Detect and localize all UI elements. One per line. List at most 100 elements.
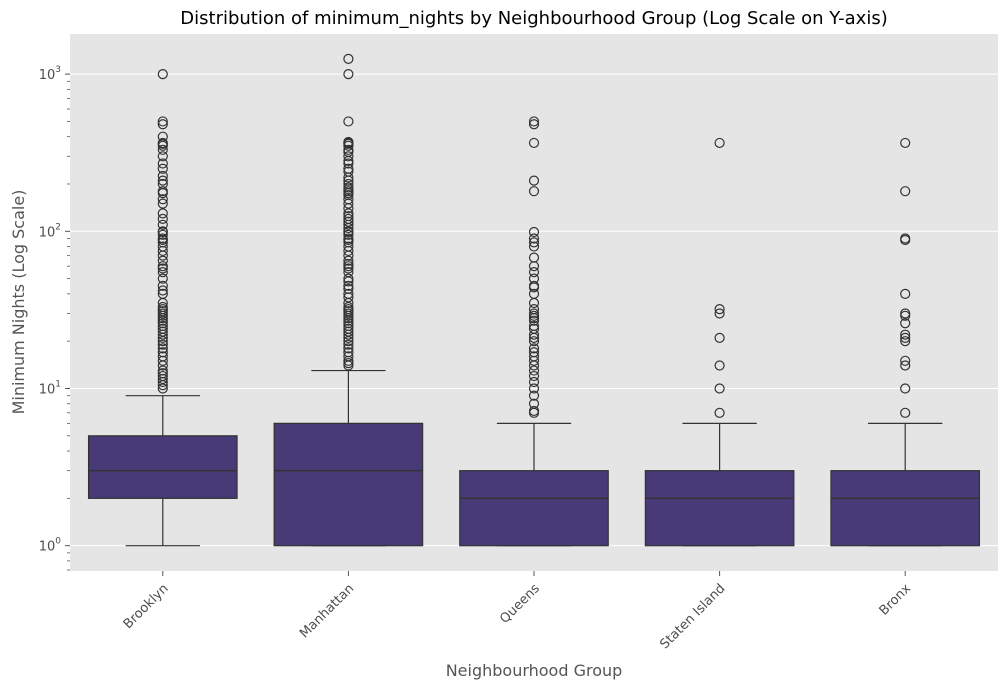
outlier-point	[528, 405, 540, 417]
outlier-point	[157, 368, 168, 379]
outlier-point	[343, 210, 354, 222]
outlier-point	[157, 116, 168, 127]
outlier-point	[528, 351, 540, 362]
outlier-point	[157, 241, 168, 252]
y-tick-exponent: 0	[55, 537, 61, 547]
y-tick-base: 10	[39, 225, 56, 240]
outlier-point	[900, 233, 911, 244]
outlier-point	[343, 182, 354, 193]
box-iqr	[273, 422, 424, 547]
outlier-point	[343, 166, 354, 177]
outlier-point	[343, 318, 354, 329]
outlier-point	[528, 267, 540, 278]
box-iqr	[644, 470, 795, 547]
y-tick-label: 101	[39, 379, 61, 397]
y-tick-exponent: 1	[55, 379, 61, 389]
outlier-point	[157, 373, 168, 385]
outlier-point	[528, 320, 540, 332]
outlier-point	[157, 119, 168, 130]
outlier-point	[900, 318, 911, 329]
outlier-point	[528, 365, 540, 376]
outlier-point	[714, 407, 725, 418]
outlier-point	[528, 186, 540, 197]
x-tick-label: Manhattan	[297, 581, 357, 641]
outlier-point	[343, 151, 354, 162]
y-tick-base: 10	[39, 540, 56, 555]
outlier-point	[157, 144, 168, 155]
outlier-point	[343, 339, 354, 350]
outlier-point	[528, 308, 540, 319]
y-tick-base: 10	[39, 382, 56, 397]
outlier-point	[343, 283, 354, 295]
outlier-point	[900, 383, 911, 394]
outlier-point	[528, 315, 540, 326]
outlier-point	[900, 186, 911, 197]
outlier-point	[343, 144, 354, 155]
outlier-point	[528, 383, 540, 394]
y-axis-label: Minimum Nights (Log Scale)	[9, 190, 28, 415]
outlier-point	[714, 360, 725, 371]
outlier-point	[900, 336, 911, 347]
box-group-manhattan	[273, 53, 424, 547]
outlier-point	[528, 376, 540, 388]
y-tick-label: 102	[39, 222, 61, 240]
outlier-point	[157, 339, 168, 350]
outlier-point	[900, 137, 911, 149]
outlier-point	[528, 323, 540, 334]
outlier-point	[343, 258, 354, 270]
outlier-point	[157, 69, 168, 80]
outlier-point	[157, 320, 168, 332]
outlier-point	[157, 318, 168, 329]
outlier-point	[157, 365, 168, 376]
box-iqr	[459, 470, 609, 547]
outlier-point	[343, 267, 354, 278]
outlier-point	[157, 170, 168, 182]
outlier-point	[900, 355, 911, 366]
x-tick-label: Brooklyn	[121, 581, 172, 632]
outlier-point	[714, 308, 725, 319]
outlier-point	[528, 273, 540, 284]
x-axis-ticks: Brooklyn Manhattan Queens Staten Island Bron…	[121, 571, 914, 652]
outlier-point	[900, 308, 911, 319]
outlier-point	[714, 383, 725, 394]
outlier-point	[343, 158, 354, 169]
outlier-point	[714, 303, 725, 315]
outlier-point	[157, 178, 168, 190]
outlier-point	[157, 255, 168, 266]
outlier-point	[528, 370, 540, 382]
outlier-point	[343, 216, 354, 227]
outlier-point	[343, 343, 354, 354]
outlier-point	[900, 288, 911, 299]
outlier-point	[157, 131, 168, 142]
outlier-point	[528, 252, 540, 263]
outlier-point	[157, 229, 168, 240]
outlier-point	[157, 175, 168, 186]
chart-title: Distribution of minimum_nights by Neighb…	[180, 8, 887, 29]
outlier-point	[157, 288, 168, 299]
outlier-point	[157, 186, 168, 197]
outlier-point	[343, 233, 354, 244]
outlier-point	[343, 163, 354, 174]
box-group-staten-island	[644, 137, 795, 547]
outlier-point	[343, 273, 354, 284]
outlier-point	[528, 390, 540, 401]
box-group-brooklyn	[87, 69, 238, 547]
box-group-bronx	[830, 137, 981, 547]
outlier-point	[528, 237, 540, 248]
outlier-point	[528, 226, 540, 238]
outlier-point	[343, 347, 354, 358]
box-plots	[87, 53, 981, 547]
outlier-point	[528, 137, 540, 149]
outlier-point	[157, 158, 168, 169]
outlier-point	[343, 326, 354, 337]
box-iqr	[830, 470, 981, 547]
outlier-point	[157, 301, 168, 313]
outlier-point	[157, 194, 168, 205]
outlier-point	[157, 351, 168, 362]
outlier-point	[157, 208, 168, 219]
y-tick-label: 100	[39, 537, 62, 555]
outlier-point	[343, 213, 354, 224]
outlier-point	[343, 53, 354, 64]
outlier-point	[343, 136, 354, 148]
outlier-point	[900, 329, 911, 340]
